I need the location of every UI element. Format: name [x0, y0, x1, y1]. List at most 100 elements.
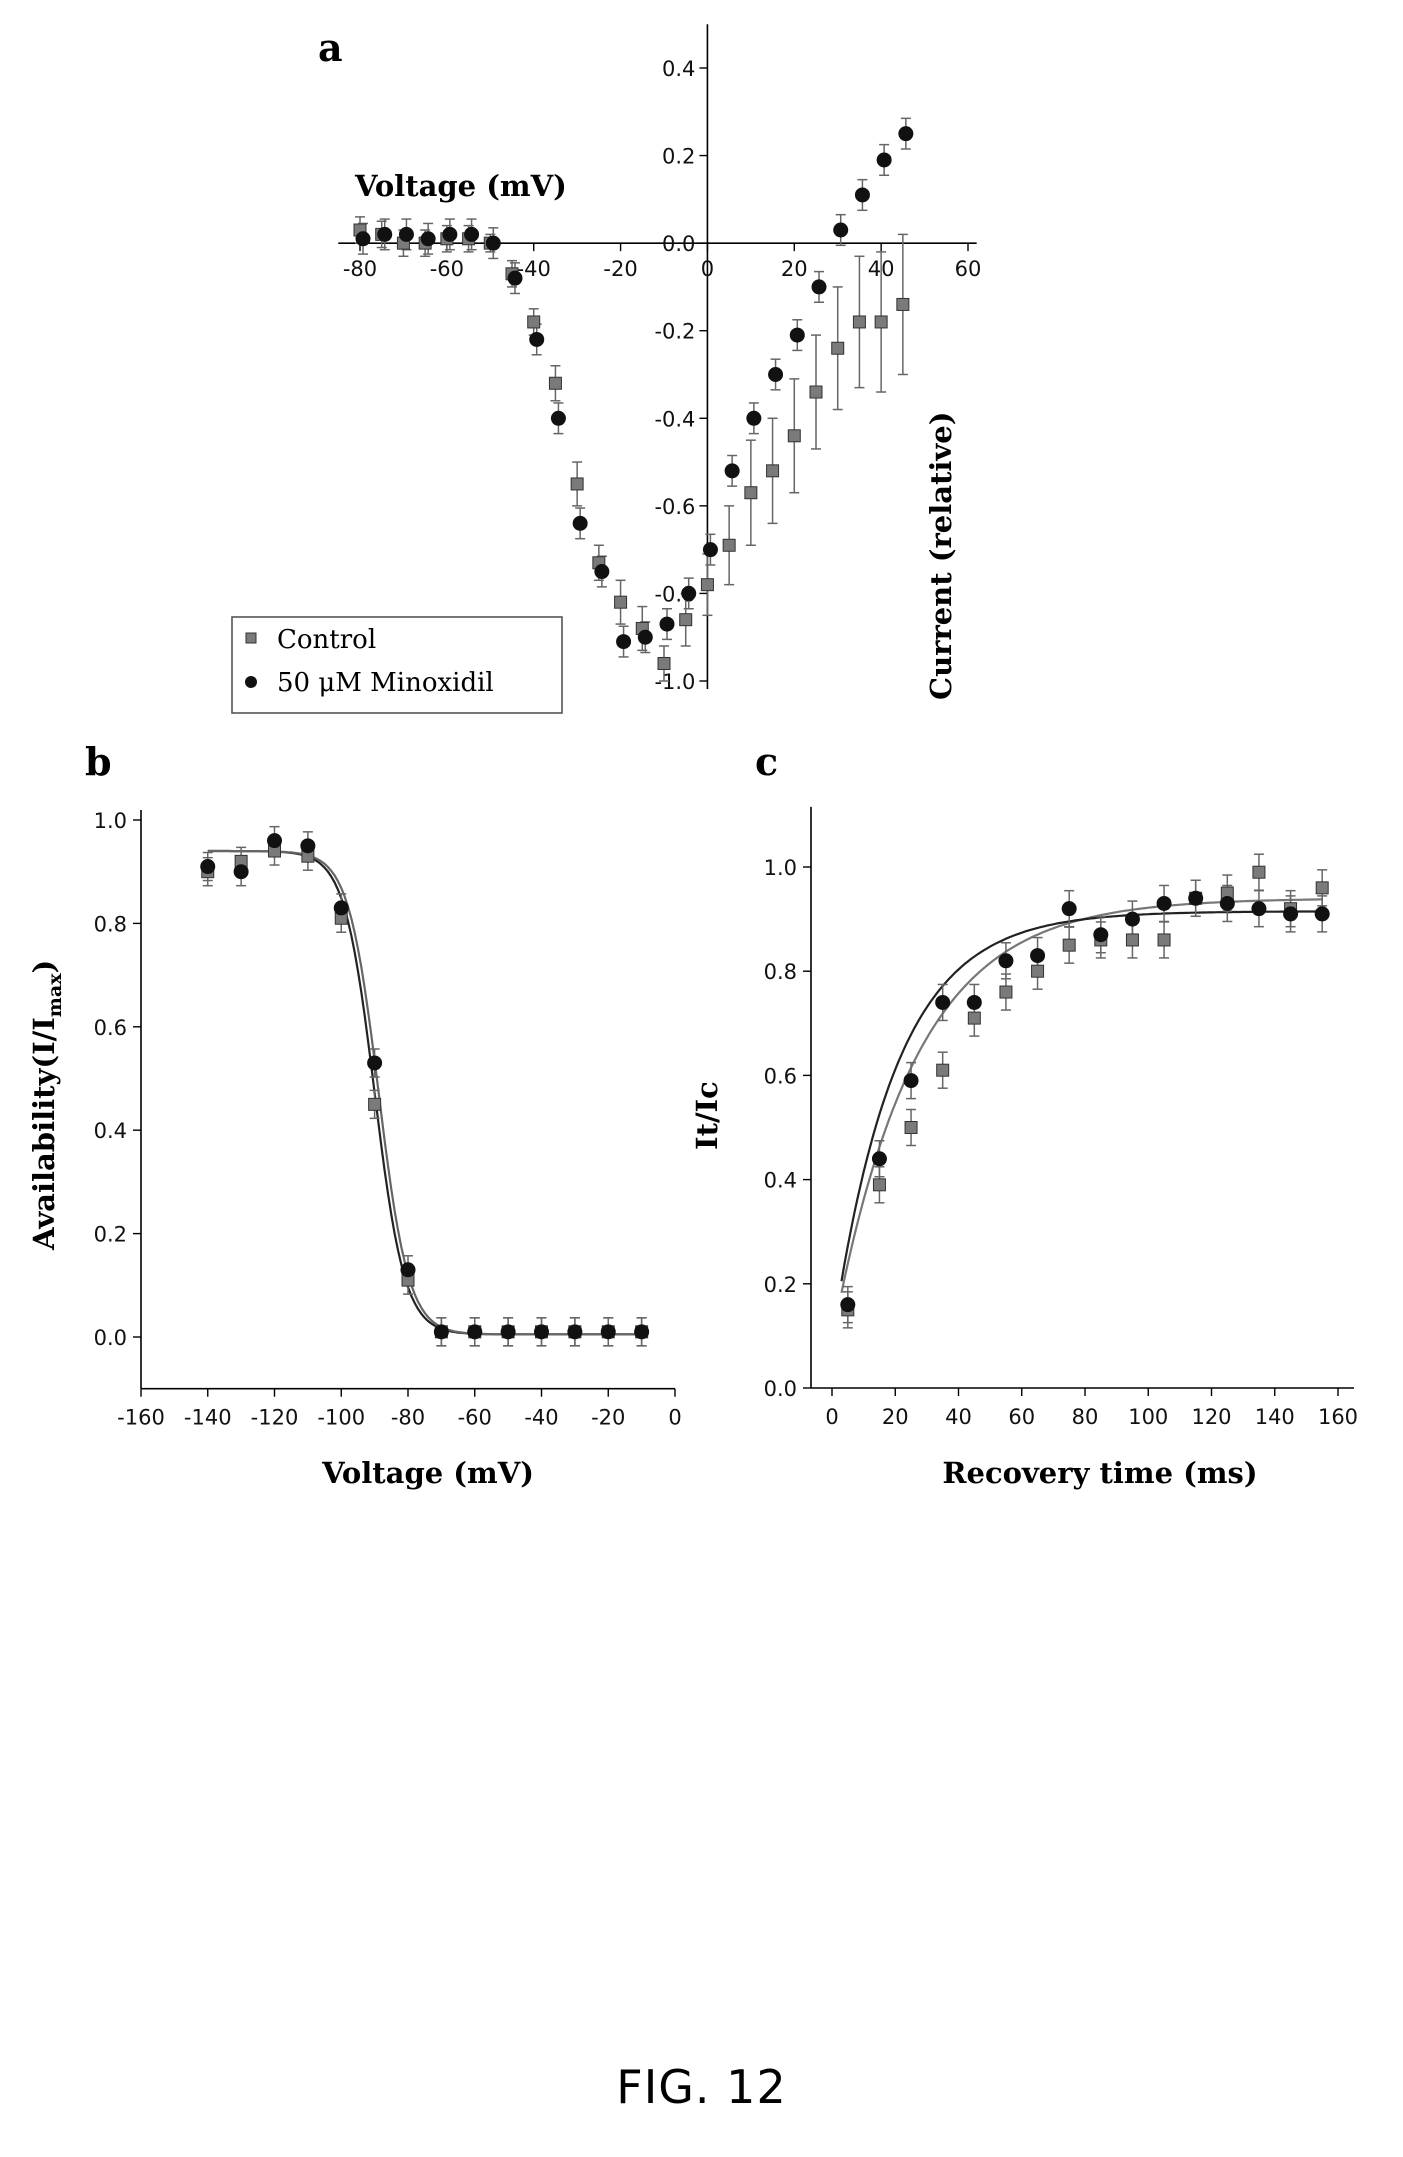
panel-b-x-tick-label: -120	[251, 1406, 299, 1430]
minoxidil-point	[333, 900, 349, 916]
minoxidil-point	[616, 634, 632, 650]
minoxidil-point	[966, 994, 982, 1010]
panel-b-ylabel: Availability(I/Imax)	[27, 960, 66, 1251]
minoxidil-point	[998, 953, 1014, 969]
control-point	[614, 595, 628, 609]
minoxidil-point	[400, 1262, 416, 1278]
figure-caption: FIG. 12	[616, 2060, 787, 2114]
panel-a-x-tick-label: 0	[701, 257, 714, 281]
panel-c-fit-line	[840, 898, 1323, 1294]
minoxidil-point	[1283, 906, 1299, 922]
minoxidil-point	[702, 542, 718, 558]
panel-a-x-tick-label: 60	[955, 257, 982, 281]
minoxidil-point	[550, 410, 566, 426]
panel-a-x-tick-label: -60	[430, 257, 464, 281]
panel-b-y-tick-label: 1.0	[94, 809, 127, 833]
panel-a-x-tick-label: -80	[343, 257, 377, 281]
minoxidil-point	[746, 410, 762, 426]
minoxidil-point	[1314, 906, 1330, 922]
minoxidil-point	[572, 515, 588, 531]
panel-c-x-tick-label: 40	[945, 1405, 972, 1429]
control-point	[722, 538, 736, 552]
minoxidil-point	[811, 279, 827, 295]
panel-b-y-tick-label: 0.2	[94, 1223, 127, 1247]
minoxidil-point	[529, 331, 545, 347]
control-point	[852, 315, 866, 329]
panel-a-ylabel: Current (relative)	[924, 412, 958, 700]
control-point	[1031, 964, 1045, 978]
control-point	[679, 613, 693, 627]
panel-c-x-tick-label: 20	[882, 1405, 909, 1429]
minoxidil-point	[1188, 890, 1204, 906]
panel-b-x-tick-label: -40	[524, 1406, 558, 1430]
minoxidil-point	[267, 833, 282, 849]
panel-c-y-tick-label: 0.8	[764, 960, 797, 984]
control-point	[766, 464, 780, 478]
minoxidil-point	[507, 270, 523, 286]
panel-c-x-tick-label: 60	[1008, 1405, 1035, 1429]
panel-c-y-tick-label: 0.6	[764, 1064, 797, 1088]
panel-a-xlabel: Voltage (mV)	[354, 169, 567, 203]
panel-a-axes: -80 -60 -40 -20 0 20 40 600.40.20.0-0.2-0.4-0.6…	[338, 24, 981, 694]
minoxidil-point	[420, 231, 436, 247]
minoxidil-point	[377, 226, 393, 242]
panel-b-ylabel-end: )	[27, 960, 61, 974]
panel-b-ylabel-sub: max	[44, 973, 66, 1017]
control-point	[1125, 933, 1139, 947]
minoxidil-point	[485, 235, 501, 251]
minoxidil-point	[634, 1324, 650, 1340]
minoxidil-point	[464, 226, 480, 242]
panel-c-ylabel: It/Ic	[690, 1081, 724, 1150]
control-point	[787, 429, 801, 443]
panel-c-fit-line	[840, 910, 1323, 1282]
panel-a-y-tick-label: -0.2	[654, 320, 695, 344]
minoxidil-point	[1251, 901, 1267, 917]
minoxidil-point	[594, 564, 610, 580]
minoxidil-point	[935, 994, 951, 1010]
panel-b-ylabel-main: Availability(I/I	[27, 1017, 61, 1251]
panel-b-y-tick-label: 0.8	[94, 912, 127, 936]
panel-b-points	[200, 825, 650, 1347]
panel-a-x-tick-label: -20	[603, 257, 637, 281]
minoxidil-point	[903, 1073, 919, 1089]
panel-a-y-tick-label: 0.4	[662, 57, 695, 81]
minoxidil-point	[854, 187, 870, 203]
minoxidil-point	[724, 463, 740, 479]
panel-b-x-tick-label: -160	[117, 1406, 165, 1430]
panel-a-y-tick-label: -0.4	[654, 407, 695, 431]
panel-a: a Voltage (mV) -80 -60 -40 -20 0 20 40 600.40.2…	[231, 24, 981, 714]
control-point	[999, 985, 1013, 999]
panel-a-letter: a	[318, 25, 343, 70]
control-point	[809, 385, 823, 399]
minoxidil-point	[876, 152, 892, 168]
control-point	[657, 656, 671, 670]
control-point	[570, 477, 584, 491]
minoxidil-point	[840, 1297, 856, 1313]
panel-b-axes: -160 -140 -120 -100 -80 -60 -40 -20 0 1.0 0.8 0.6 0.…	[94, 809, 682, 1430]
control-point	[548, 376, 562, 390]
panel-b-y-tick-label: 0.0	[94, 1326, 127, 1350]
control-point	[527, 315, 541, 329]
panel-c-letter: c	[755, 739, 778, 784]
control-point	[831, 341, 845, 355]
minoxidil-point	[1061, 901, 1077, 917]
legend-box	[231, 616, 563, 714]
minoxidil-point	[442, 226, 458, 242]
control-point	[1315, 881, 1329, 895]
minoxidil-point	[789, 327, 805, 343]
minoxidil-point	[355, 231, 371, 247]
panel-a-y-tick-label: -0.6	[654, 495, 695, 519]
minoxidil-point	[300, 838, 316, 854]
minoxidil-point	[1030, 948, 1046, 964]
control-point	[744, 486, 758, 500]
control-point	[936, 1063, 950, 1077]
minoxidil-point	[500, 1324, 516, 1340]
minoxidil-point	[1093, 927, 1109, 943]
control-point	[1062, 938, 1076, 952]
panel-c-x-tick-label: 120	[1191, 1405, 1231, 1429]
panel-a-y-tick-label: -1.0	[654, 670, 695, 694]
panel-c: c 0 20 40 60 80 100 120 140 160 1.0 0.8 0.6 0.4 0.2 0.…	[690, 739, 1358, 1490]
control-point	[904, 1121, 918, 1134]
minoxidil-point	[1156, 895, 1172, 911]
panel-b-fit-curves	[207, 849, 642, 1336]
